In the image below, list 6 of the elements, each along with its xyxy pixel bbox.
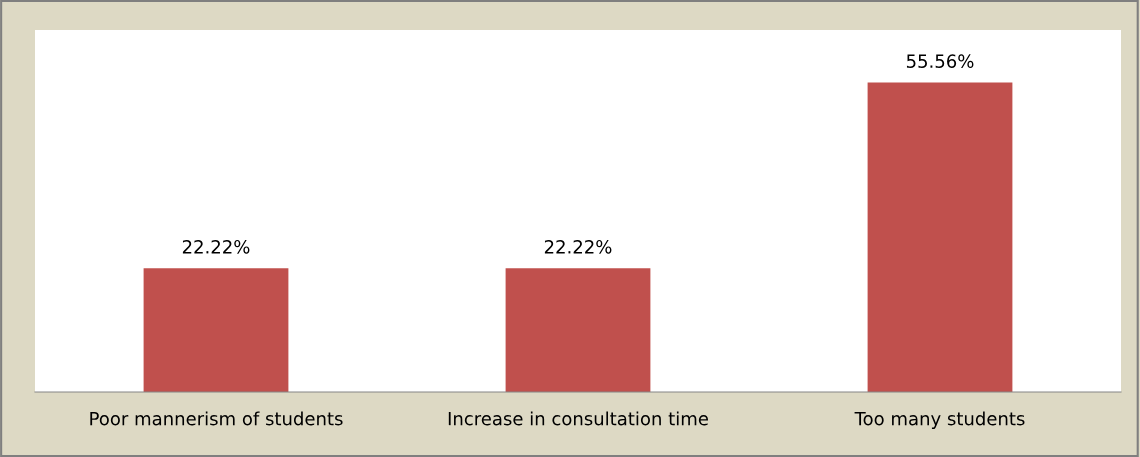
data-label: 55.56%	[906, 54, 974, 68]
x-tick-label: Poor mannerism of students	[90, 411, 343, 426]
x-tick-label: Too many students	[854, 411, 1025, 429]
x-tick-label: Increase in consultation time	[448, 411, 708, 426]
data-label: 22.22%	[182, 239, 250, 254]
data-label: 22.22%	[544, 239, 612, 254]
